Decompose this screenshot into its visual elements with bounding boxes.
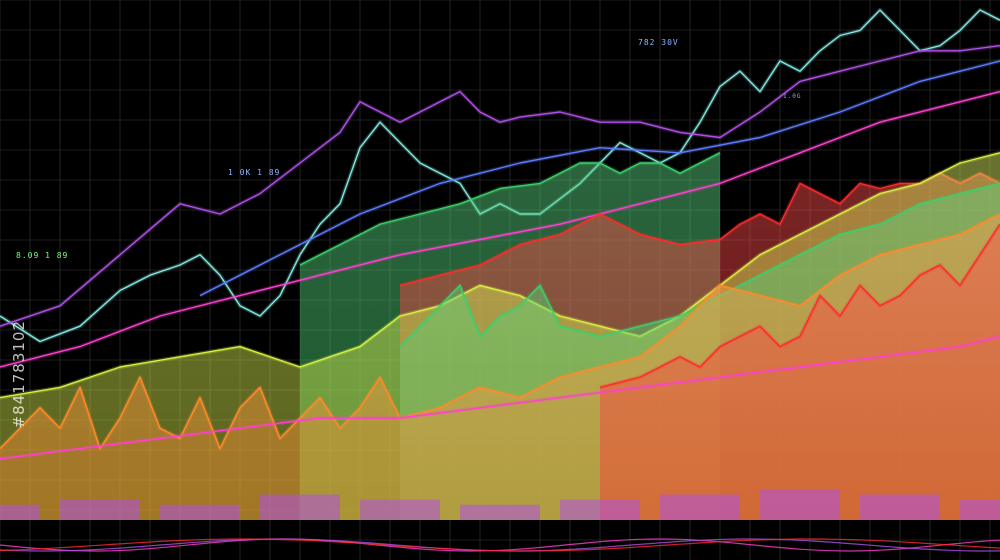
- readout-left: 8.09 1 89: [16, 251, 69, 260]
- bottom-wave: [0, 538, 1000, 552]
- series-layer: [0, 8, 1000, 521]
- series-11-bar: [560, 499, 640, 520]
- series-11-bar: [260, 494, 340, 520]
- series-11-bar: [60, 499, 140, 520]
- series-11-bar: [760, 489, 840, 520]
- series-11-bar: [860, 494, 940, 520]
- series-7-line: [399, 182, 1000, 348]
- series-11-bar: [360, 499, 440, 520]
- series-11-bar: [960, 499, 1000, 520]
- series-1-line: [0, 45, 1000, 327]
- series-10-line: [0, 335, 1000, 460]
- series-11-bar: [160, 504, 240, 520]
- series-11-bar: [660, 494, 740, 520]
- series-11-bar: [460, 504, 540, 520]
- series-8-line: [0, 213, 1000, 450]
- series-9-line: [599, 223, 1000, 389]
- series-4-line: [0, 90, 1000, 368]
- stock-id-watermark: #841783102: [10, 320, 28, 429]
- bottom-wave-line: [0, 538, 1000, 552]
- readout-small: 1.0G: [783, 93, 802, 100]
- series-9-glow: [600, 224, 1000, 520]
- readout-middle: 1 0K 1 89: [228, 168, 281, 177]
- series-11-bar: [0, 504, 40, 520]
- series-3-line: [299, 152, 721, 266]
- readout-top-right: 782 30V: [638, 38, 679, 47]
- series-6-line: [0, 152, 1000, 399]
- series-2-line: [199, 60, 1000, 297]
